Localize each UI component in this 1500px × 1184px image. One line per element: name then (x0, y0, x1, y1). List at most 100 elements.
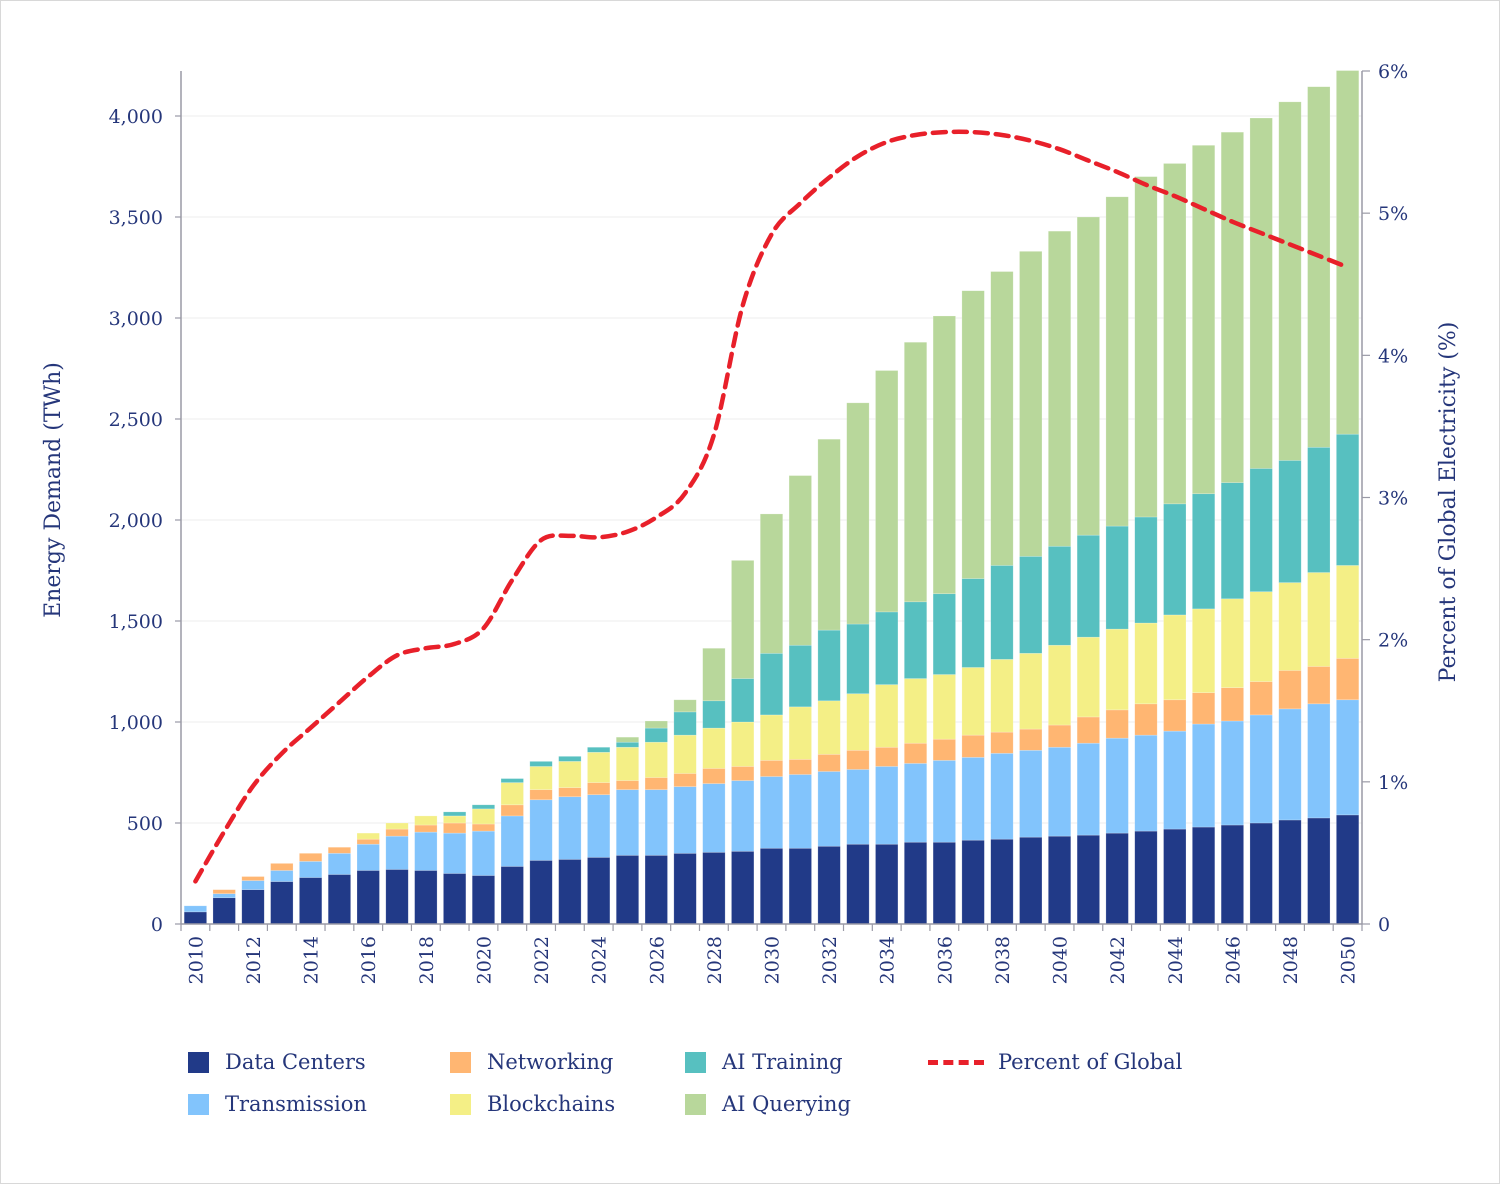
legend-label: AI Training (722, 1050, 843, 1074)
bar-segment-blockchains-2043 (1134, 622, 1158, 705)
bar-segment-data-centers-2027 (673, 852, 697, 925)
bar-segment-data-centers-2012 (241, 889, 265, 925)
bar-segment-networking-2020 (471, 823, 495, 832)
bar-segment-networking-2045 (1192, 692, 1216, 725)
bar-segment-blockchains-2031 (788, 706, 812, 760)
bar-segment-networking-2031 (788, 759, 812, 775)
y2-tick-label: 3% (1378, 488, 1408, 510)
bar-segment-networking-2011 (212, 889, 236, 894)
bar-segment-ai-querying-2025 (615, 736, 640, 743)
bar-segment-ai-querying-2037 (961, 290, 985, 579)
y-tick-label: 3,500 (109, 207, 163, 229)
bar-segment-data-centers-2021 (500, 866, 524, 925)
bar-segment-blockchains-2018 (414, 815, 438, 826)
bar-segment-blockchains-2039 (1019, 653, 1043, 730)
x-tick-label: 2032 (819, 936, 841, 984)
bar-segment-blockchains-2020 (471, 808, 495, 825)
legend-item-percent-of-global: Percent of Global (928, 1050, 1182, 1074)
y2-tick-label: 0 (1378, 914, 1390, 936)
bar-segment-blockchains-2038 (990, 659, 1014, 733)
bar-segment-networking-2043 (1134, 703, 1158, 736)
legend-label: Percent of Global (998, 1050, 1183, 1074)
x-tick-label: 2040 (1050, 936, 1072, 984)
bar-segment-networking-2038 (990, 731, 1014, 754)
bar-segment-blockchains-2044 (1163, 614, 1187, 701)
bar-segment-ai-training-2047 (1249, 468, 1273, 593)
bar-segment-data-centers-2020 (471, 875, 495, 925)
bar-segment-data-centers-2042 (1105, 832, 1129, 925)
x-tick-label: 2022 (531, 936, 553, 984)
bar-segment-ai-training-2049 (1307, 446, 1331, 573)
y2-axis-title: Percent of Global Electricity (%) (1436, 322, 1461, 683)
bar-segment-ai-training-2044 (1163, 503, 1187, 616)
bar-segment-data-centers-2050 (1336, 814, 1360, 925)
bar-segment-data-centers-2028 (702, 851, 726, 925)
bar-segment-networking-2046 (1220, 687, 1244, 722)
bar-segment-data-centers-2026 (644, 855, 668, 925)
bar-segment-transmission-2011 (212, 893, 236, 899)
bar-segment-ai-querying-2044 (1163, 163, 1187, 505)
bar-segment-ai-training-2021 (500, 778, 524, 783)
bar-segment-ai-training-2023 (558, 756, 582, 762)
bar-segment-transmission-2023 (558, 796, 582, 860)
bar-segment-blockchains-2025 (615, 746, 640, 781)
bar-segment-data-centers-2048 (1278, 819, 1302, 925)
bar-segment-blockchains-2046 (1220, 598, 1244, 688)
x-tick-label: 2030 (762, 936, 784, 984)
bar-segment-blockchains-2037 (961, 667, 985, 736)
bar-segment-blockchains-2049 (1307, 572, 1331, 667)
bar-segment-data-centers-2033 (846, 843, 870, 925)
bar-segment-blockchains-2029 (731, 721, 755, 767)
bar-segment-transmission-2048 (1278, 708, 1302, 821)
bar-segment-data-centers-2023 (558, 859, 582, 925)
bar-segment-networking-2047 (1249, 681, 1273, 716)
bar-segment-transmission-2029 (731, 780, 755, 852)
y-tick-label: 3,000 (109, 308, 163, 330)
legend-label: AI Querying (722, 1092, 851, 1116)
bar-segment-transmission-2045 (1192, 723, 1216, 828)
bar-segment-ai-training-2022 (529, 761, 553, 767)
bar-segment-blockchains-2022 (529, 766, 553, 790)
bar-segment-data-centers-2017 (385, 869, 409, 925)
bar-segment-blockchains-2041 (1076, 636, 1100, 718)
bar-segment-transmission-2039 (1019, 749, 1043, 838)
y-tick-label: 1,500 (109, 611, 163, 633)
bar-segment-blockchains-2048 (1278, 582, 1302, 671)
legend-label: Blockchains (487, 1092, 616, 1116)
bar-segment-data-centers-2010 (183, 911, 207, 925)
bar-segment-ai-training-2028 (702, 700, 726, 729)
bar-segment-blockchains-2019 (443, 815, 467, 824)
x-tick-label: 2034 (877, 936, 899, 984)
bar-segment-ai-querying-2035 (903, 341, 928, 603)
bar-segment-transmission-2049 (1307, 703, 1331, 819)
bar-segment-ai-training-2040 (1048, 545, 1072, 646)
bar-segment-networking-2016 (356, 838, 380, 845)
bar-segment-transmission-2010 (183, 905, 207, 913)
bar-segment-transmission-2032 (817, 771, 841, 847)
bar-segment-ai-querying-2033 (846, 402, 870, 625)
bar-segment-transmission-2028 (702, 783, 726, 853)
bar-segment-ai-querying-2028 (702, 647, 726, 702)
bar-segment-networking-2037 (961, 734, 985, 758)
bar-segment-data-centers-2013 (270, 881, 294, 925)
bar-segment-blockchains-2030 (759, 714, 784, 761)
bar-segment-data-centers-2019 (443, 873, 467, 925)
bar-segment-transmission-2040 (1048, 746, 1072, 837)
bar-segment-data-centers-2034 (875, 843, 899, 925)
legend-label: Data Centers (225, 1050, 366, 1074)
bar-segment-ai-querying-2047 (1249, 117, 1273, 469)
bar-segment-ai-training-2033 (846, 623, 870, 695)
bar-segment-ai-querying-2046 (1220, 131, 1244, 483)
y-tick-label: 500 (127, 813, 163, 835)
bar-segment-transmission-2026 (644, 789, 668, 856)
bar-segment-ai-querying-2050 (1336, 70, 1360, 435)
bar-segment-data-centers-2029 (731, 850, 755, 925)
bar-segment-data-centers-2046 (1220, 824, 1244, 925)
bar-segment-transmission-2036 (932, 760, 956, 843)
bar-segment-networking-2044 (1163, 699, 1187, 732)
bar-segment-ai-training-2034 (875, 611, 899, 685)
bar-segment-networking-2024 (587, 782, 611, 796)
bar-segment-networking-2039 (1019, 728, 1043, 751)
bar-segment-data-centers-2011 (212, 897, 236, 925)
bar-segment-networking-2033 (846, 749, 870, 770)
